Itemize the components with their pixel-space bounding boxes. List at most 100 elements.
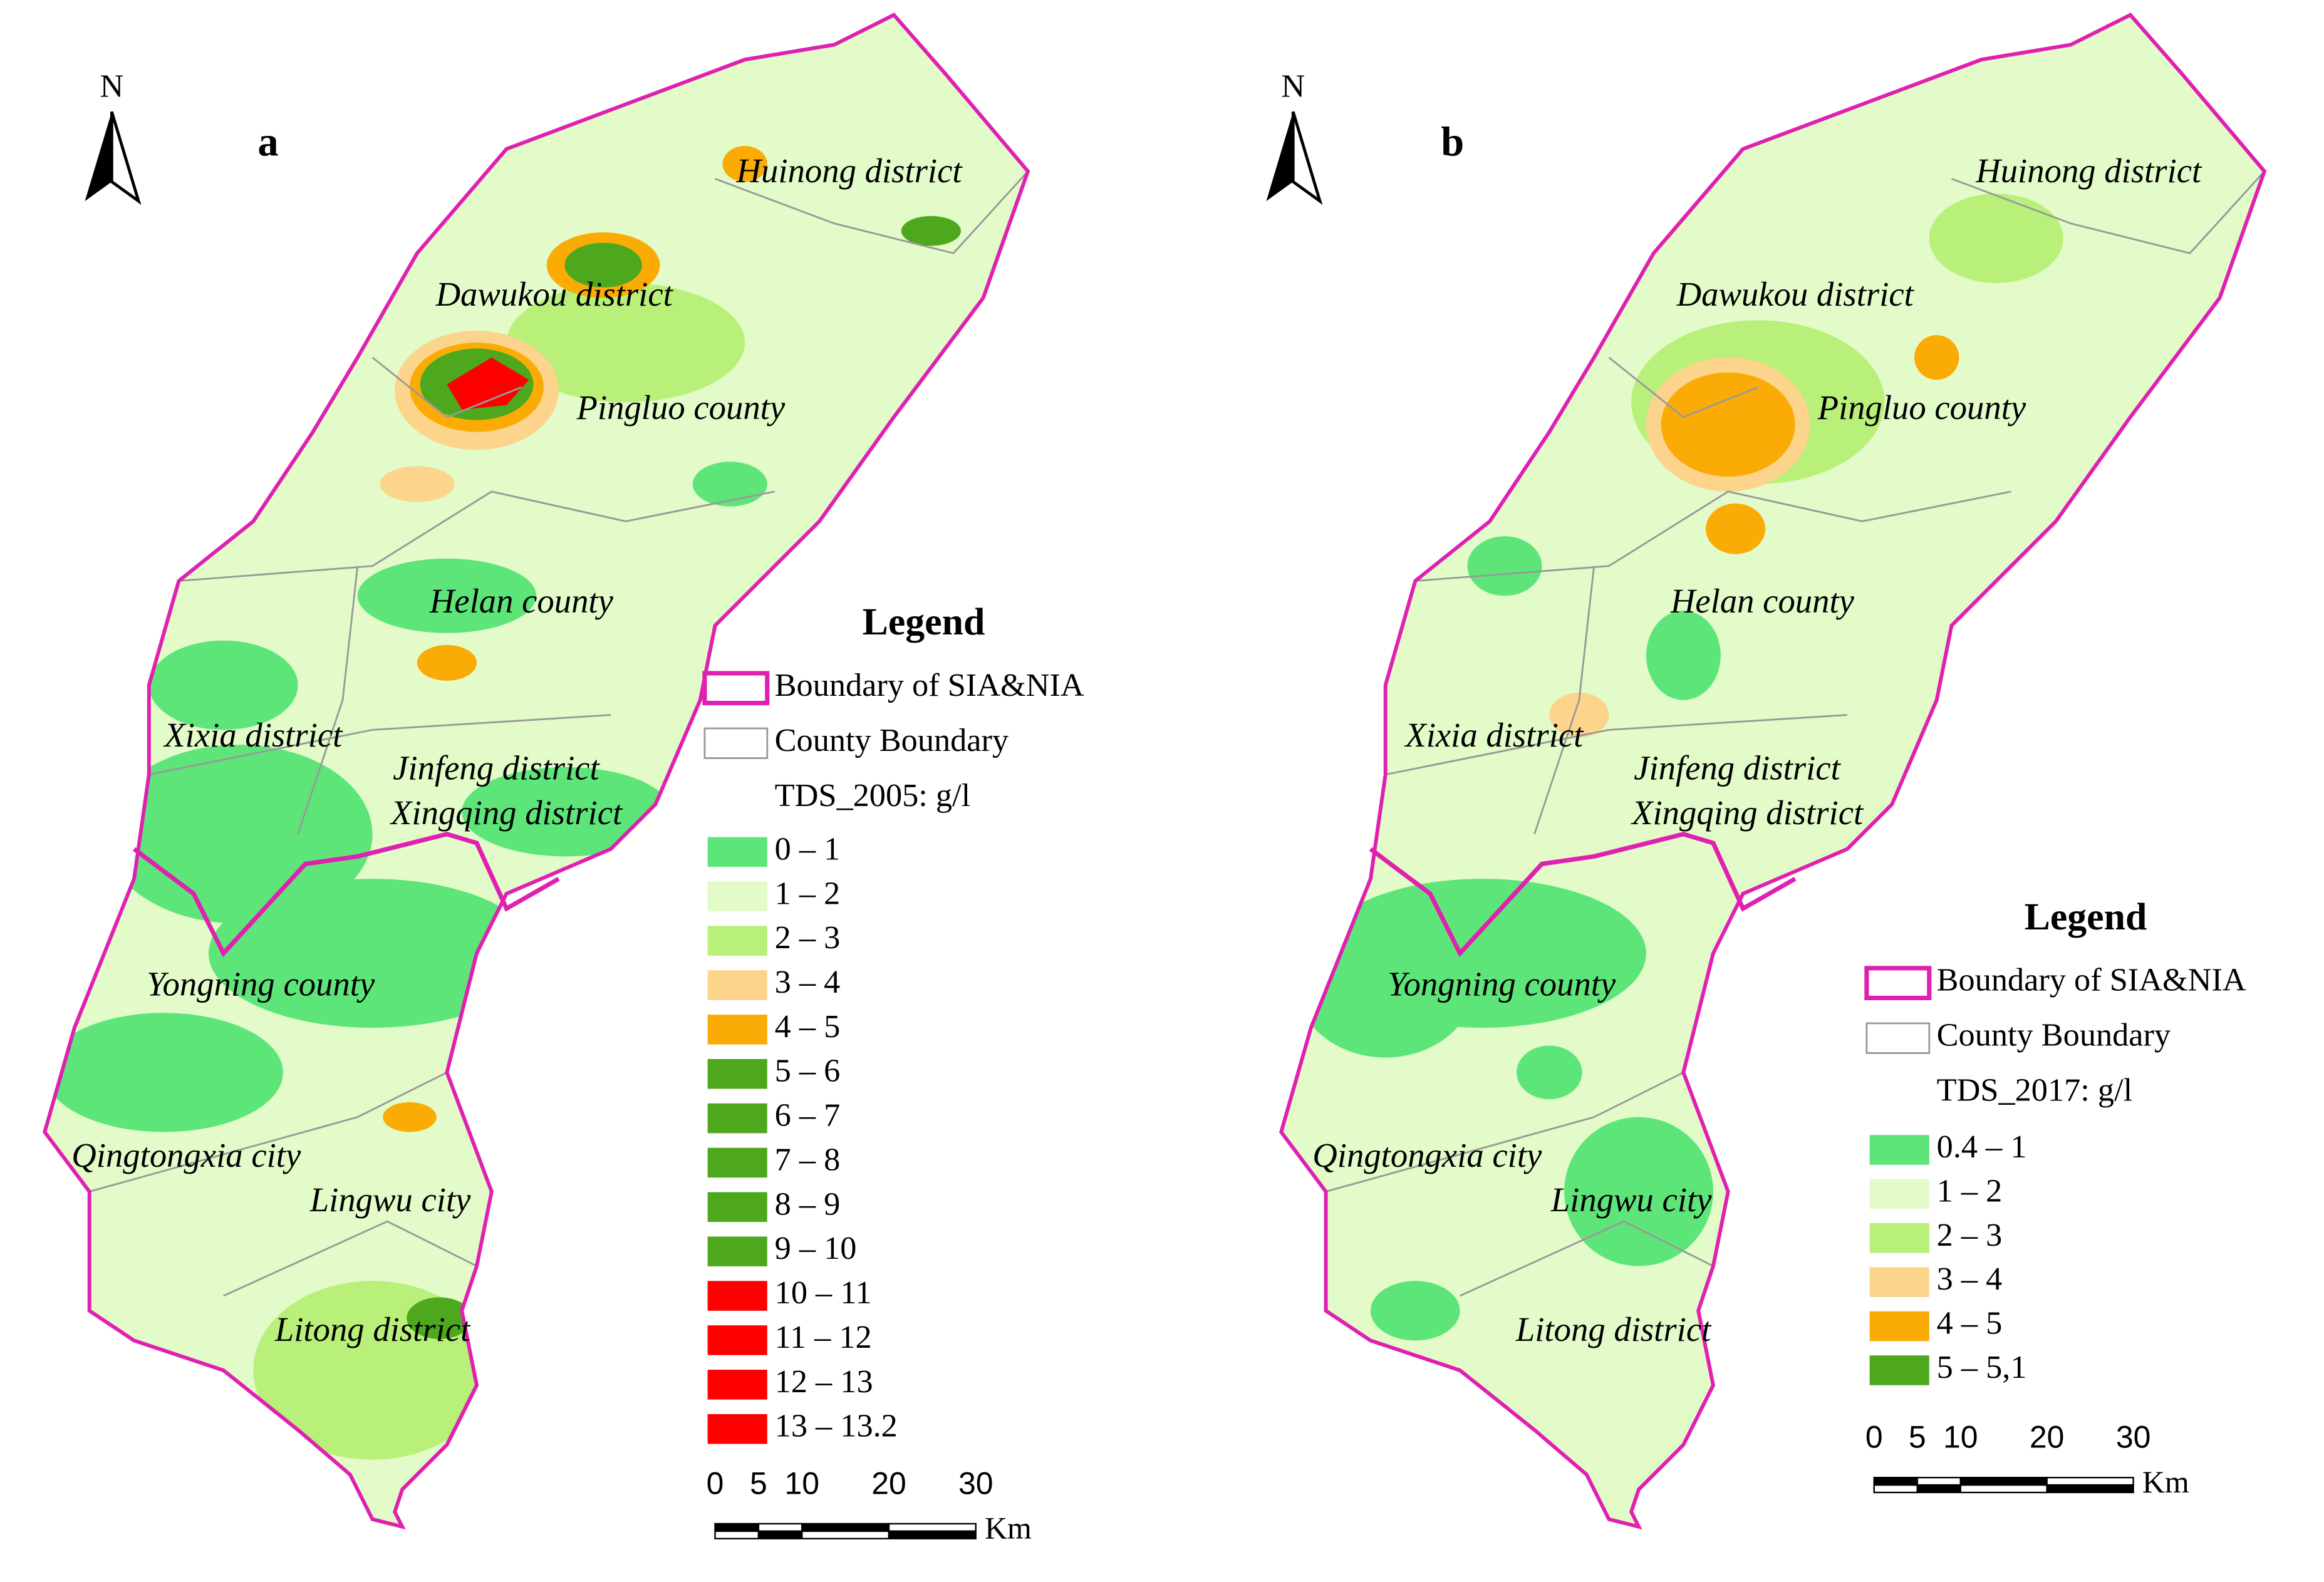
place-label: Dawukou district	[435, 275, 674, 313]
legend-swatch	[1869, 1311, 1929, 1342]
scale-segment	[1959, 1477, 2048, 1486]
scale-label: 5	[750, 1466, 767, 1501]
legend-label: Boundary of SIA&NIA	[1937, 962, 2246, 998]
scale-segment	[1959, 1484, 2048, 1494]
scale-segment	[757, 1523, 803, 1533]
scale-segment	[1916, 1484, 1961, 1494]
legend-label: 3 – 4	[775, 964, 841, 1000]
scale-label: 20	[2030, 1420, 2065, 1455]
legend-swatch	[702, 671, 770, 706]
scale-segment	[888, 1523, 977, 1533]
scale-segment	[801, 1530, 890, 1539]
scale-segment	[801, 1523, 890, 1533]
place-label: Litong district	[274, 1310, 471, 1348]
north-arrow	[1291, 111, 1323, 205]
scale-label: 30	[958, 1466, 993, 1501]
legend-swatch	[707, 837, 767, 867]
place-label: Litong district	[1515, 1310, 1712, 1348]
place-label: Yongning county	[1388, 964, 1616, 1003]
place-label: Helan county	[1670, 582, 1855, 620]
place-label: Huinong district	[736, 152, 963, 190]
north-arrow	[1266, 111, 1294, 202]
place-label: Xixia district	[1404, 716, 1584, 754]
legend-label: 5 – 5,1	[1937, 1349, 2027, 1385]
place-label: Pingluo county	[576, 388, 786, 427]
legend-label: Boundary of SIA&NIA	[775, 667, 1084, 703]
legend-swatch	[707, 1147, 767, 1178]
legend-swatch	[1865, 1022, 1931, 1054]
panel: Nb Huinong district Dawukou district Pinglu…	[1266, 68, 2246, 1499]
legend-label: 4 – 5	[1937, 1305, 2003, 1342]
legend-swatch	[1864, 966, 1932, 1001]
north-arrow	[85, 111, 112, 202]
scale-unit: Km	[2142, 1464, 2189, 1499]
scale-label: 0	[1865, 1420, 1883, 1455]
legend-swatch	[1869, 1223, 1929, 1253]
legend-label: 3 – 4	[1937, 1261, 2003, 1297]
legend-label: 6 – 7	[775, 1097, 841, 1134]
scale-label: 0	[707, 1466, 724, 1501]
legend-swatch	[707, 1192, 767, 1223]
legend-label: 9 – 10	[775, 1230, 857, 1266]
scale-label: 20	[871, 1466, 906, 1501]
place-label: Jinfeng district	[393, 749, 600, 787]
place-label: Jinfeng district	[1634, 749, 1841, 787]
place-label: Pingluo county	[1817, 388, 2026, 427]
scale-segment	[2046, 1484, 2134, 1494]
map-a	[44, 15, 1028, 1527]
legend-swatch	[707, 881, 767, 912]
panel-letter: b	[1441, 119, 1464, 165]
place-label: Helan county	[429, 582, 614, 620]
north-label: N	[100, 68, 123, 105]
north-arrow	[110, 111, 142, 205]
legend-label: County Boundary	[1937, 1017, 2171, 1053]
legend-label: 2 – 3	[775, 919, 841, 956]
place-label: Qingtongxia city	[71, 1136, 301, 1174]
legend-swatch	[707, 1103, 767, 1134]
legend-swatch	[707, 1015, 767, 1045]
legend-label: 12 – 13	[775, 1363, 873, 1400]
place-label: Yongning county	[147, 964, 375, 1003]
scale-segment	[2046, 1477, 2134, 1486]
legend-field: TDS_2017: g/l	[1937, 1072, 2132, 1109]
legend-label: County Boundary	[775, 722, 1009, 758]
legend-label: 10 – 11	[775, 1274, 872, 1311]
legend-label: 0.4 – 1	[1937, 1129, 2027, 1165]
legend-swatch	[707, 1414, 767, 1444]
legend-swatch	[707, 1370, 767, 1400]
legend-title: Legend	[2025, 896, 2147, 938]
legend-label: 13 – 13.2	[775, 1408, 898, 1444]
legend-label: 8 – 9	[775, 1186, 841, 1222]
place-label: Xixia district	[163, 716, 343, 754]
legend-label: 7 – 8	[775, 1141, 841, 1177]
legend-swatch	[1869, 1355, 1929, 1385]
legend-label: 0 – 1	[775, 830, 841, 867]
map-b	[1281, 15, 2264, 1527]
north-label: N	[1281, 68, 1305, 105]
scale-segment	[1873, 1477, 1918, 1486]
legend-swatch	[1869, 1179, 1929, 1209]
legend-swatch	[707, 1281, 767, 1311]
scale-segment	[714, 1523, 760, 1533]
scale-segment	[757, 1530, 803, 1539]
legend-swatch	[1869, 1267, 1929, 1297]
legend-label: 5 – 6	[775, 1053, 841, 1089]
place-label: Lingwu city	[1550, 1181, 1712, 1219]
scale-segment	[888, 1530, 977, 1539]
legend-label: 11 – 12	[775, 1319, 872, 1355]
scale-label: 5	[1909, 1420, 1926, 1455]
legend-title: Legend	[863, 601, 985, 643]
place-label: Lingwu city	[309, 1181, 471, 1219]
legend-label: 4 – 5	[775, 1008, 841, 1045]
scale-segment	[714, 1530, 760, 1539]
legend-label: 1 – 2	[775, 875, 841, 911]
legend-swatch	[707, 926, 767, 956]
place-label: Huinong district	[1975, 152, 2202, 190]
scale-segment	[1916, 1477, 1961, 1486]
legend-swatch	[1869, 1135, 1929, 1165]
scale-label: 30	[2116, 1420, 2151, 1455]
place-label: Xingqing district	[1631, 794, 1864, 832]
panel: Na Huinong district Dawukou district Pinglu…	[71, 68, 1084, 1546]
